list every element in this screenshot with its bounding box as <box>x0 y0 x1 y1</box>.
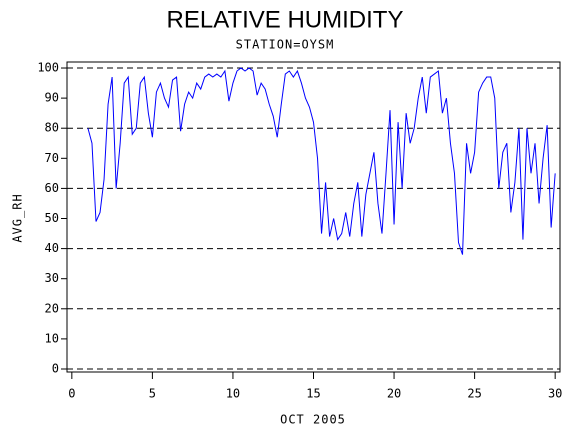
y-tick-label: 50 <box>45 211 59 225</box>
x-axis-label: OCT 2005 <box>280 413 346 427</box>
x-tick-label: 10 <box>226 387 240 401</box>
data-line <box>87 67 556 255</box>
y-tick-label: 60 <box>45 181 59 195</box>
x-tick-label: 0 <box>68 387 75 401</box>
x-tick-label: 30 <box>548 387 562 401</box>
x-tick-label: 20 <box>387 387 401 401</box>
chart-subtitle: STATION=OYSM <box>236 38 335 52</box>
chart-title: RELATIVE HUMIDITY <box>167 6 404 33</box>
y-tick-label: 0 <box>52 361 59 375</box>
x-tick-label: 5 <box>149 387 156 401</box>
y-tick-label: 90 <box>45 91 59 105</box>
y-tick-label: 20 <box>45 301 59 315</box>
y-tick-label: 70 <box>45 151 59 165</box>
plot-frame <box>66 61 561 373</box>
x-tick-label: 25 <box>467 387 481 401</box>
y-tick-label: 30 <box>45 271 59 285</box>
x-tick-label: 15 <box>306 387 320 401</box>
y-tick-label: 100 <box>37 61 59 75</box>
y-axis-label: AVG_RH <box>11 193 25 242</box>
y-tick-label: 10 <box>45 331 59 345</box>
y-tick-label: 80 <box>45 121 59 135</box>
y-tick-label: 40 <box>45 241 59 255</box>
